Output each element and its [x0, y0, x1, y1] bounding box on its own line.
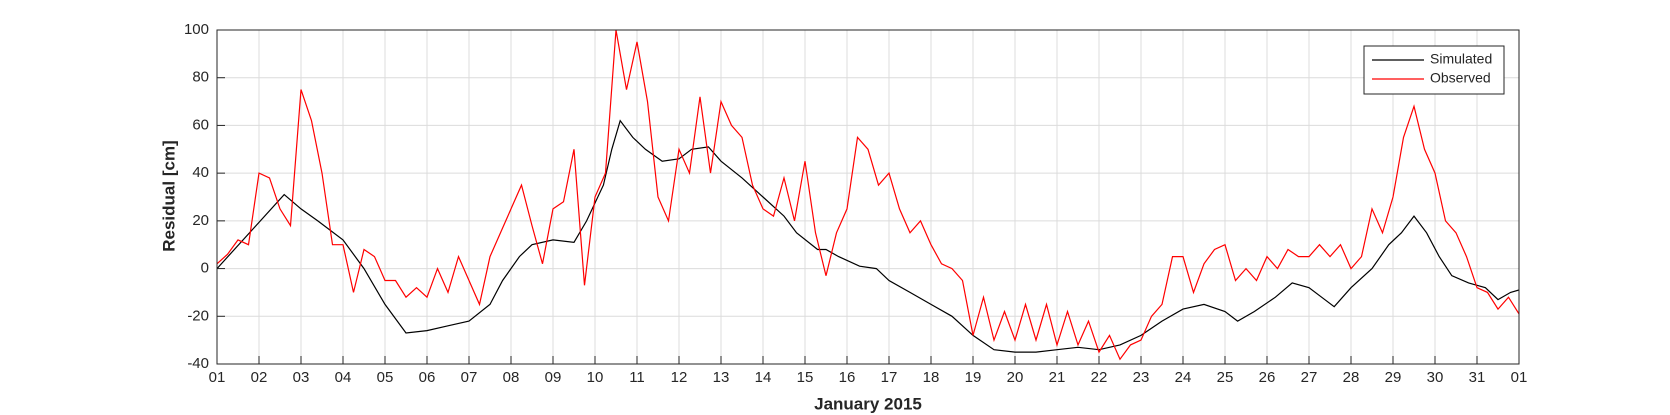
- x-tick-label: 26: [1259, 369, 1276, 386]
- plot-area: [217, 30, 1519, 364]
- x-tick-label: 10: [587, 369, 604, 386]
- y-tick-label: 20: [192, 212, 209, 229]
- x-tick-label: 27: [1301, 369, 1318, 386]
- x-tick-label: 12: [671, 369, 688, 386]
- x-tick-label: 30: [1427, 369, 1444, 386]
- x-tick-label: 21: [1049, 369, 1066, 386]
- plot-frame: [216, 29, 1520, 365]
- legend-box: [1363, 45, 1505, 95]
- y-tick-label: 100: [184, 21, 209, 38]
- x-tick-label: 05: [377, 369, 394, 386]
- y-tick-label: 40: [192, 164, 209, 181]
- x-tick-label: 23: [1133, 369, 1150, 386]
- x-tick-label: 08: [503, 369, 520, 386]
- x-tick-label: 04: [335, 369, 352, 386]
- x-tick-label: 02: [251, 369, 268, 386]
- x-tick-label: 01: [1511, 369, 1528, 386]
- y-tick-label: 0: [201, 260, 209, 277]
- x-tick-label: 31: [1469, 369, 1486, 386]
- x-tick-label: 06: [419, 369, 436, 386]
- x-tick-label: 17: [881, 369, 898, 386]
- legend-label: Observed: [1430, 70, 1491, 86]
- x-tick-label: 24: [1175, 369, 1192, 386]
- x-tick-label: 11: [629, 369, 645, 386]
- x-tick-label: 20: [1007, 369, 1024, 386]
- x-tick-label: 29: [1385, 369, 1402, 386]
- y-tick-label: 80: [192, 69, 209, 86]
- y-tick-label: -20: [187, 307, 209, 324]
- x-tick-label: 28: [1343, 369, 1360, 386]
- x-tick-label: 09: [545, 369, 562, 386]
- y-axis-label: Residual [cm]: [159, 140, 178, 251]
- x-tick-label: 07: [461, 369, 478, 386]
- x-tick-label: 15: [797, 369, 814, 386]
- x-tick-label: 14: [755, 369, 772, 386]
- x-tick-label: 25: [1217, 369, 1234, 386]
- x-tick-label: 19: [965, 369, 982, 386]
- x-tick-label: 22: [1091, 369, 1108, 386]
- data-line: [217, 119, 1519, 353]
- y-tick-label: 60: [192, 116, 209, 133]
- x-tick-label: 16: [839, 369, 856, 386]
- y-tick-label: -40: [187, 355, 209, 372]
- x-tick-label: 03: [293, 369, 310, 386]
- x-tick-label: 13: [713, 369, 730, 386]
- legend-label: Simulated: [1430, 51, 1492, 67]
- data-line: [217, 30, 1519, 361]
- x-tick-label: 01: [209, 369, 226, 386]
- x-tick-label: 18: [923, 369, 940, 386]
- x-axis-label: January 2015: [814, 394, 922, 413]
